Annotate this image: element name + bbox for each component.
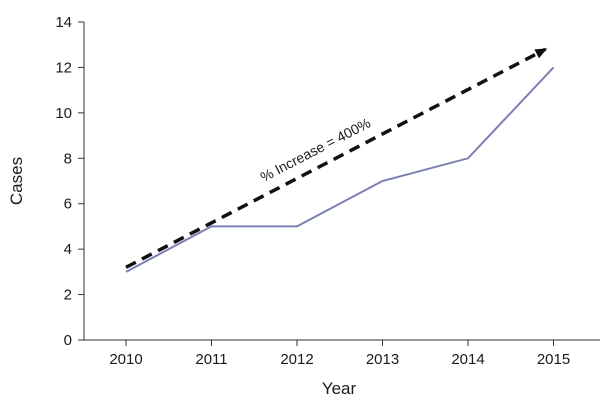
y-tick-label: 12: [55, 59, 72, 76]
y-tick-label: 6: [64, 196, 72, 213]
y-tick-label: 8: [64, 150, 72, 167]
series-line: [125, 66, 555, 273]
x-tick-label: 2014: [451, 351, 484, 368]
x-tick-label: 2010: [109, 351, 142, 368]
x-ticks: 2010 2011 2012 2013 2014 2015: [109, 340, 570, 368]
x-axis-title: Year: [322, 379, 357, 398]
x-tick-label: 2012: [280, 351, 313, 368]
y-tick-label: 10: [55, 105, 72, 122]
x-tick-label: 2015: [537, 351, 570, 368]
y-ticks: 0 2 4 6 8 10 12 14: [55, 14, 84, 349]
y-tick-label: 14: [55, 14, 72, 31]
x-tick-label: 2011: [195, 351, 227, 368]
increase-arrow: [125, 47, 548, 269]
series-layer: [125, 66, 555, 273]
y-tick-label: 2: [64, 287, 72, 304]
annotation-layer: % Increase = 400%: [125, 47, 548, 269]
x-tick-label: 2013: [366, 351, 399, 368]
y-axis-title: Cases: [7, 157, 26, 205]
y-tick-label: 4: [64, 241, 72, 258]
axes: [83, 22, 600, 341]
y-tick-label: 0: [64, 332, 72, 349]
